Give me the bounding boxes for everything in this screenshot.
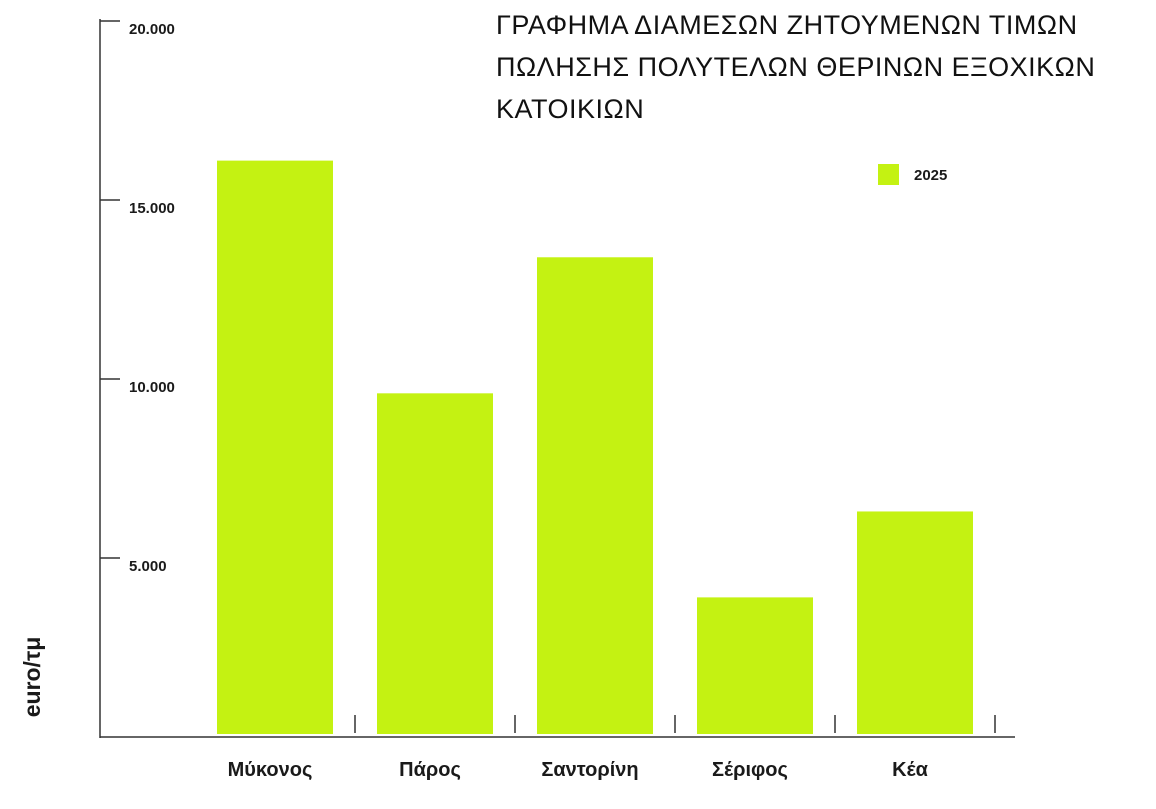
x-tick-label: Μύκονος — [228, 759, 313, 781]
chart-title: ΓΡΑΦΗΜΑ ΔΙΑΜΕΣΩΝ ΖΗΤΟΥΜΕΝΩΝ ΤΙΜΩΝ ΠΩΛΗΣΗ… — [496, 10, 1095, 124]
y-tick-label: 10.000 — [129, 379, 175, 396]
chart-title-line-3: ΚΑΤΟΙΚΙΩΝ — [496, 94, 644, 124]
y-axis-title: euro/τμ — [19, 637, 45, 718]
y-tick-label: 15.000 — [129, 200, 175, 217]
legend-label: 2025 — [914, 167, 947, 184]
chart-title-line-2: ΠΩΛΗΣΗΣ ΠΟΛΥΤΕΛΩΝ ΘΕΡΙΝΩΝ ΕΞΟΧΙΚΩΝ — [496, 52, 1095, 82]
x-tick-label: Κέα — [892, 759, 928, 781]
y-tick-label: 20.000 — [129, 21, 175, 38]
bars — [217, 160, 973, 734]
bar-1 — [217, 160, 333, 734]
bar-4 — [697, 597, 813, 734]
legend-swatch — [878, 164, 899, 185]
y-tick-label: 5.000 — [129, 558, 167, 575]
bar-5 — [857, 511, 973, 734]
bar-2 — [377, 393, 493, 734]
x-axis: Μύκονος Πάρος Σαντορίνη Σέριφος Κέα — [100, 715, 1015, 781]
bar-3 — [537, 257, 653, 734]
x-tick-label: Σέριφος — [712, 759, 788, 781]
y-axis: 5.000 10.000 15.000 20.000 — [99, 19, 175, 738]
x-tick-label: Σαντορίνη — [541, 759, 638, 781]
x-tick-label: Πάρος — [399, 759, 461, 781]
legend: 2025 — [878, 164, 947, 185]
chart-title-line-1: ΓΡΑΦΗΜΑ ΔΙΑΜΕΣΩΝ ΖΗΤΟΥΜΕΝΩΝ ΤΙΜΩΝ — [496, 10, 1078, 40]
